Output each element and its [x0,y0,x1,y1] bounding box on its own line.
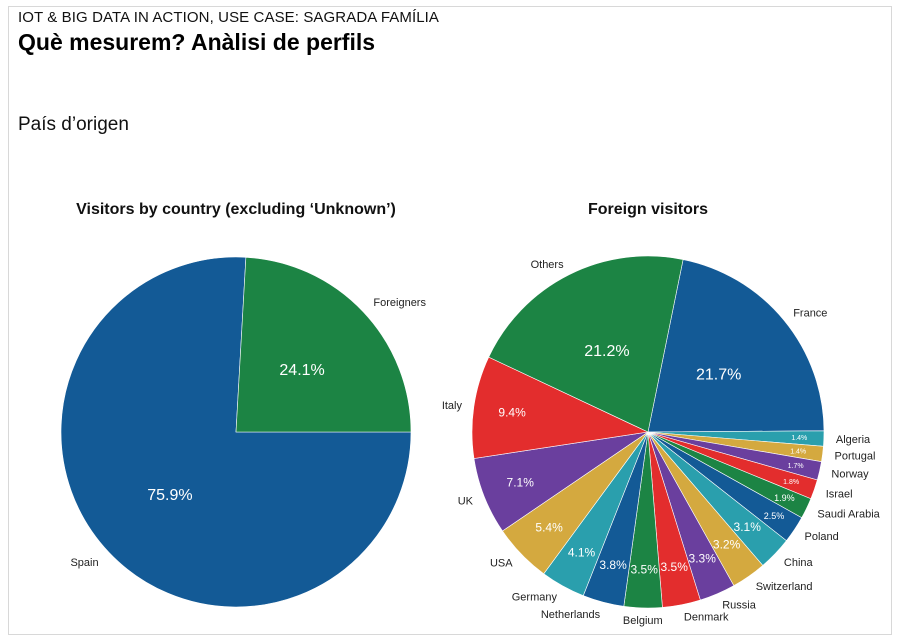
slice-percent-netherlands: 3.8% [599,558,627,572]
slice-label-france: France [793,308,827,320]
slice-label-germany: Germany [512,592,558,604]
pie-slice-others [488,255,684,433]
chart-title-foreign-visitors: Foreign visitors [588,201,708,218]
slice-label-foreigners: Foreigners [373,297,426,309]
slice-percent-israel: 1.8% [783,479,799,486]
slice-label-belgium: Belgium [623,615,663,627]
slice-percent-norway: 1.7% [788,463,804,470]
slice-label-poland: Poland [805,531,839,543]
slice-percent-usa: 5.4% [535,521,563,535]
slice-label-uk: UK [458,496,474,508]
slice-percent-switzerland: 3.2% [713,538,741,552]
slice-percent-poland: 2.5% [764,511,785,521]
slice-percent-uk: 7.1% [507,475,535,489]
slide-kicker: IOT & BIG DATA IN ACTION, USE CASE: SAGR… [18,9,440,26]
pie-slice-france [647,259,825,433]
slice-label-switzerland: Switzerland [756,581,813,593]
slice-label-netherlands: Netherlands [541,609,601,621]
slice-percent-italy: 9.4% [498,406,526,420]
pie-visitors-by-country: 75.9% Spain 24.1% Foreigners [60,256,426,608]
slice-percent-portugal: 1.4% [790,448,806,455]
slice-percent-others: 21.2% [584,343,629,360]
slice-percent-belgium: 3.5% [631,562,659,576]
slice-label-others: Others [531,259,565,271]
slice-percent-denmark: 3.5% [661,560,689,574]
section-heading: País d’origen [18,114,129,135]
slice-label-saudi-arabia: Saudi Arabia [817,509,880,521]
slice-percent-algeria: 1.4% [791,435,807,442]
slice-percent-france: 21.7% [696,367,741,384]
slice-label-portugal: Portugal [835,451,876,463]
slice-percent-spain: 75.9% [147,487,192,504]
slice-percent-saudi-arabia: 1.9% [774,493,795,503]
slice-label-denmark: Denmark [684,612,729,624]
slice-label-china: China [784,557,814,569]
slice-label-russia: Russia [722,600,757,612]
pie-slice-italy [471,356,650,459]
slice-label-israel: Israel [826,488,853,500]
slice-label-norway: Norway [831,469,869,481]
slice-percent-germany: 4.1% [568,545,596,559]
slice-percent-foreigners: 24.1% [279,362,324,379]
slice-percent-russia: 3.3% [689,551,717,565]
slice-label-italy: Italy [442,400,463,412]
slice-label-algeria: Algeria [836,434,871,446]
pie-slice-foreigners [235,256,412,433]
slice-percent-china: 3.1% [734,520,762,534]
slice-label-spain: Spain [70,557,98,569]
pie-foreign-visitors: 21.7% France 1.4% Algeria 1.4% Portugal 1.7% No… [442,255,881,627]
slide-headline: Què mesurem? Anàlisi de perfils [18,29,376,55]
chart-title-visitors-by-country: Visitors by country (excluding ‘Unknown’… [76,201,396,218]
slice-label-usa: USA [490,558,513,570]
